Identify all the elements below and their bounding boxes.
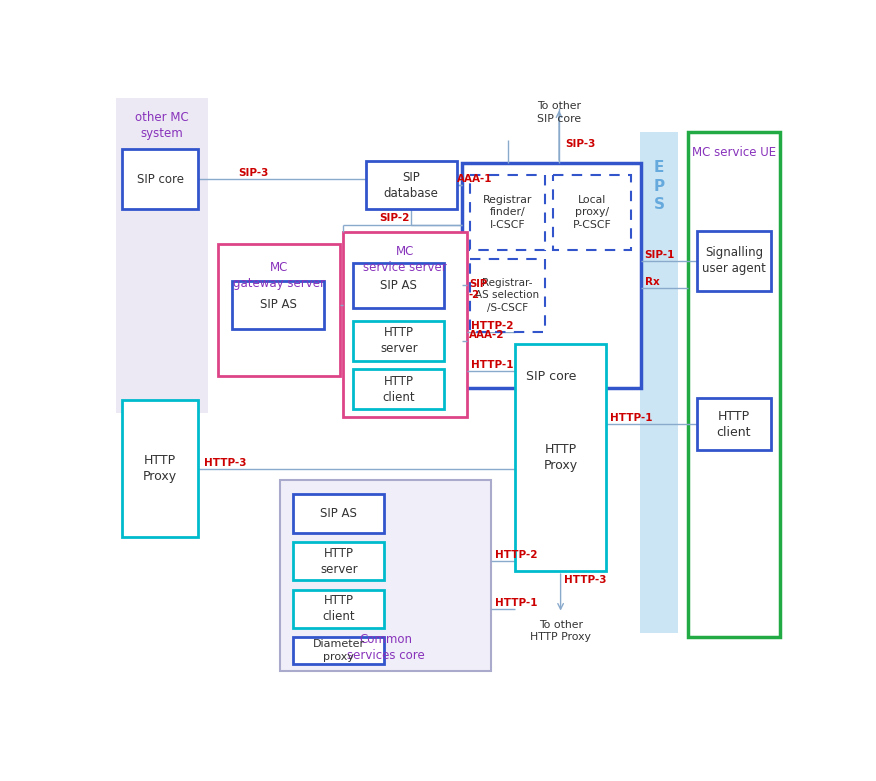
Text: SIP-3: SIP-3 (239, 168, 269, 178)
Text: SIP-3: SIP-3 (565, 139, 596, 148)
Bar (697, 230, 771, 291)
Text: HTTP
Proxy: HTTP Proxy (543, 443, 577, 472)
Text: HTTP-2: HTTP-2 (471, 321, 514, 331)
Text: E
P
S: E P S (653, 160, 665, 212)
Bar (218, 244, 340, 376)
Text: SIP core: SIP core (526, 370, 576, 383)
Text: HTTP
client: HTTP client (322, 594, 355, 623)
Bar (293, 637, 385, 664)
Text: Local
proxy/
P-CSCF: Local proxy/ P-CSCF (573, 195, 611, 230)
Bar (293, 590, 385, 628)
Bar (232, 281, 324, 329)
Text: SIP
database: SIP database (384, 171, 439, 200)
Text: HTTP
client: HTTP client (383, 375, 415, 404)
Bar (343, 232, 468, 417)
Text: HTTP
Proxy: HTTP Proxy (143, 455, 177, 483)
Bar (515, 344, 606, 571)
Text: HTTP
server: HTTP server (320, 547, 357, 576)
Bar (354, 321, 444, 361)
Bar (116, 98, 208, 413)
Text: MC service UE: MC service UE (692, 146, 776, 159)
Text: MC
service server: MC service server (364, 245, 447, 274)
Bar (279, 480, 491, 671)
Bar (293, 542, 385, 580)
Text: HTTP-2: HTTP-2 (495, 550, 538, 560)
Text: HTTP
server: HTTP server (380, 326, 418, 355)
Bar (688, 132, 780, 637)
Bar (123, 149, 198, 209)
Text: Common
services core: Common services core (347, 633, 424, 662)
Text: HTTP
client: HTTP client (717, 409, 751, 439)
Bar (354, 369, 444, 409)
Text: HTTP-1: HTTP-1 (471, 360, 514, 369)
Text: Registrar-
AS selection
/S-CSCF: Registrar- AS selection /S-CSCF (476, 278, 540, 313)
Bar (366, 162, 456, 209)
Bar (470, 175, 545, 250)
Bar (462, 163, 640, 388)
Bar (470, 259, 545, 333)
Text: HTTP-3: HTTP-3 (564, 576, 607, 586)
Text: To other
HTTP Proxy: To other HTTP Proxy (530, 619, 591, 642)
Text: Signalling
user agent: Signalling user agent (702, 246, 766, 276)
Text: Diameter
proxy: Diameter proxy (313, 639, 365, 662)
Text: AAA-2: AAA-2 (469, 330, 505, 341)
Text: SIP AS: SIP AS (259, 298, 296, 311)
Text: HTTP-1: HTTP-1 (610, 413, 653, 423)
Bar (354, 263, 444, 308)
Text: SIP-2: SIP-2 (379, 213, 410, 223)
Text: HTTP-1: HTTP-1 (495, 597, 538, 608)
Text: HTTP-3: HTTP-3 (204, 458, 246, 468)
Text: Registrar
finder/
I-CSCF: Registrar finder/ I-CSCF (483, 195, 532, 230)
Text: MC
gateway server: MC gateway server (233, 261, 325, 290)
Text: SIP core: SIP core (137, 173, 184, 186)
Bar (639, 132, 678, 633)
Text: Rx: Rx (645, 276, 660, 287)
Text: SIP AS: SIP AS (380, 279, 417, 292)
Text: To other
SIP core: To other SIP core (537, 102, 581, 124)
Text: AAA-1: AAA-1 (457, 174, 493, 184)
Bar (293, 494, 385, 533)
Bar (697, 398, 771, 450)
Bar (553, 175, 632, 250)
Bar (123, 400, 198, 537)
Text: SIP AS: SIP AS (321, 507, 357, 520)
Text: SIP
-2: SIP -2 (469, 279, 487, 300)
Text: other MC
system: other MC system (135, 111, 188, 140)
Text: SIP-1: SIP-1 (645, 250, 675, 259)
